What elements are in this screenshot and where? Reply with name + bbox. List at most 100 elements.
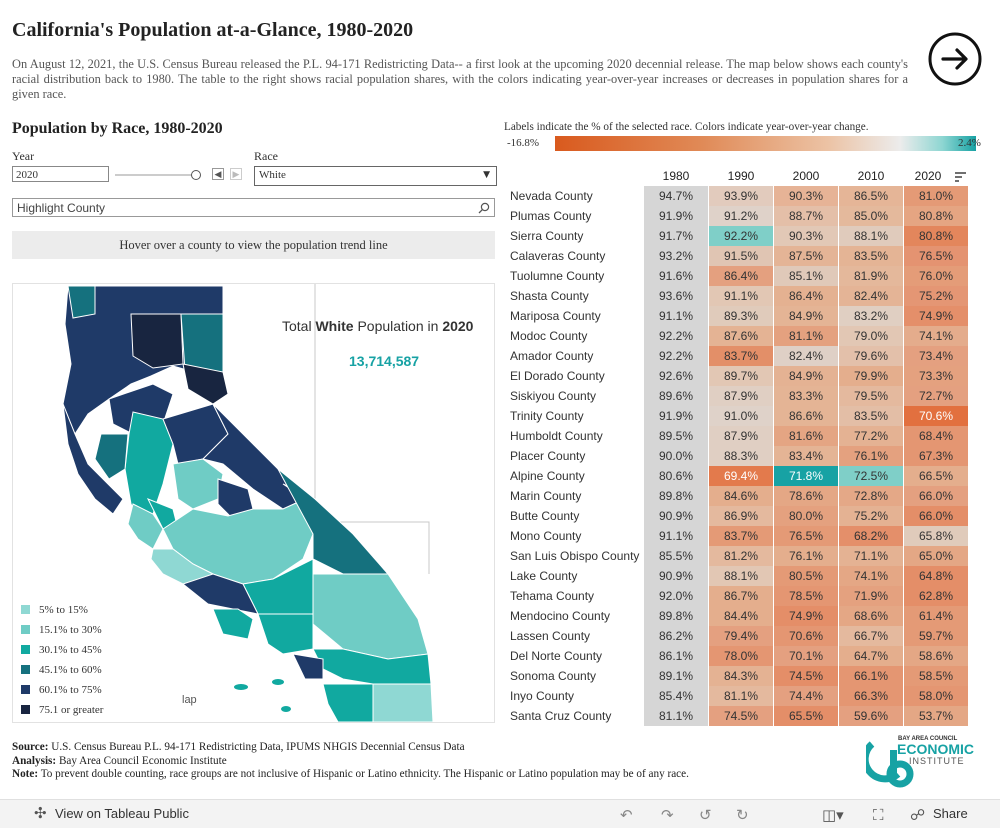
table-cell[interactable]: 80.8%	[904, 226, 968, 246]
year-prev-button[interactable]: ◀	[212, 168, 224, 180]
table-cell[interactable]: 85.0%	[839, 206, 903, 226]
county-name[interactable]: Lassen County	[510, 629, 591, 643]
undo-icon[interactable]: ↶	[620, 806, 633, 824]
county-name[interactable]: El Dorado County	[510, 369, 605, 383]
table-row[interactable]: Marin County 89.8% 84.6% 78.6% 72.8% 66.0%	[504, 486, 970, 506]
table-row[interactable]: Butte County 90.9% 86.9% 80.0% 75.2% 66.0%	[504, 506, 970, 526]
table-cell[interactable]: 86.4%	[774, 286, 838, 306]
table-cell[interactable]: 88.7%	[774, 206, 838, 226]
table-cell[interactable]: 71.9%	[839, 586, 903, 606]
california-map[interactable]: lap	[12, 283, 495, 723]
table-cell[interactable]: 76.5%	[774, 526, 838, 546]
table-row[interactable]: San Luis Obispo County 85.5% 81.2% 76.1% 71.…	[504, 546, 970, 566]
county-name[interactable]: Siskiyou County	[510, 389, 597, 403]
county-name[interactable]: Tehama County	[510, 589, 595, 603]
table-cell[interactable]: 87.9%	[709, 386, 773, 406]
table-row[interactable]: Mono County 91.1% 83.7% 76.5% 68.2% 65.8%	[504, 526, 970, 546]
county-name[interactable]: Nevada County	[510, 189, 593, 203]
county-name[interactable]: Mariposa County	[510, 309, 601, 323]
table-cell[interactable]: 89.3%	[709, 306, 773, 326]
county-region[interactable]	[257, 613, 314, 655]
table-cell[interactable]: 90.3%	[774, 186, 838, 206]
table-cell[interactable]: 86.6%	[774, 406, 838, 426]
table-cell[interactable]: 91.1%	[644, 306, 708, 326]
county-name[interactable]: Sonoma County	[510, 669, 597, 683]
table-row[interactable]: Sonoma County 89.1% 84.3% 74.5% 66.1% 58.5%	[504, 666, 970, 686]
table-row[interactable]: Inyo County 85.4% 81.1% 74.4% 66.3% 58.0%	[504, 686, 970, 706]
county-name[interactable]: Modoc County	[510, 329, 588, 343]
table-cell[interactable]: 74.9%	[904, 306, 968, 326]
table-cell[interactable]: 82.4%	[839, 286, 903, 306]
table-cell[interactable]: 62.8%	[904, 586, 968, 606]
table-cell[interactable]: 89.6%	[644, 386, 708, 406]
table-row[interactable]: Del Norte County 86.1% 78.0% 70.1% 64.7% 58.6…	[504, 646, 970, 666]
county-region[interactable]	[67, 285, 96, 319]
table-cell[interactable]: 72.7%	[904, 386, 968, 406]
table-row[interactable]: Placer County 90.0% 88.3% 83.4% 76.1% 67.3%	[504, 446, 970, 466]
year-slider-track[interactable]	[115, 174, 197, 176]
download-icon[interactable]: ◫▾	[822, 806, 844, 824]
county-name[interactable]: Santa Cruz County	[510, 709, 612, 723]
table-cell[interactable]: 81.1%	[644, 706, 708, 726]
column-header-2000[interactable]: 2000	[792, 169, 820, 183]
county-name[interactable]: Amador County	[510, 349, 594, 363]
county-name[interactable]: Del Norte County	[510, 649, 603, 663]
county-name[interactable]: Trinity County	[510, 409, 584, 423]
table-cell[interactable]: 65.5%	[774, 706, 838, 726]
table-cell[interactable]: 66.1%	[839, 666, 903, 686]
table-cell[interactable]: 74.4%	[774, 686, 838, 706]
table-cell[interactable]: 65.8%	[904, 526, 968, 546]
county-region[interactable]	[62, 403, 124, 515]
table-cell[interactable]: 91.2%	[709, 206, 773, 226]
table-cell[interactable]: 71.8%	[774, 466, 838, 486]
county-name[interactable]: Mono County	[510, 529, 582, 543]
year-next-button[interactable]: ▶	[230, 168, 242, 180]
table-cell[interactable]: 68.2%	[839, 526, 903, 546]
county-name[interactable]: Alpine County	[510, 469, 585, 483]
table-cell[interactable]: 88.1%	[709, 566, 773, 586]
county-region[interactable]	[182, 363, 229, 405]
table-cell[interactable]: 80.5%	[774, 566, 838, 586]
table-cell[interactable]: 79.4%	[709, 626, 773, 646]
county-name[interactable]: Butte County	[510, 509, 580, 523]
table-row[interactable]: Amador County 92.2% 83.7% 82.4% 79.6% 73.4%	[504, 346, 970, 366]
table-cell[interactable]: 53.7%	[904, 706, 968, 726]
table-cell[interactable]: 66.3%	[839, 686, 903, 706]
table-row[interactable]: Lassen County 86.2% 79.4% 70.6% 66.7% 59.7%	[504, 626, 970, 646]
table-cell[interactable]: 79.9%	[839, 366, 903, 386]
table-cell[interactable]: 83.2%	[839, 306, 903, 326]
county-region[interactable]	[322, 683, 374, 722]
table-cell[interactable]: 82.4%	[774, 346, 838, 366]
table-cell[interactable]: 83.5%	[839, 246, 903, 266]
table-row[interactable]: Lake County 90.9% 88.1% 80.5% 74.1% 64.8%	[504, 566, 970, 586]
table-cell[interactable]: 89.7%	[709, 366, 773, 386]
table-cell[interactable]: 91.9%	[644, 206, 708, 226]
table-cell[interactable]: 86.7%	[709, 586, 773, 606]
county-region[interactable]	[94, 433, 129, 480]
revert-icon[interactable]: ↺	[699, 806, 712, 824]
legend-item[interactable]: 30.1% to 45%	[21, 644, 102, 656]
table-cell[interactable]: 86.2%	[644, 626, 708, 646]
county-region[interactable]	[172, 458, 224, 510]
table-cell[interactable]: 77.2%	[839, 426, 903, 446]
table-cell[interactable]: 83.7%	[709, 526, 773, 546]
sort-icon[interactable]	[955, 172, 966, 182]
table-cell[interactable]: 74.1%	[904, 326, 968, 346]
table-cell[interactable]: 90.9%	[644, 566, 708, 586]
table-cell[interactable]: 74.9%	[774, 606, 838, 626]
table-cell[interactable]: 64.7%	[839, 646, 903, 666]
table-cell[interactable]: 90.0%	[644, 446, 708, 466]
table-cell[interactable]: 72.8%	[839, 486, 903, 506]
table-cell[interactable]: 81.0%	[904, 186, 968, 206]
table-cell[interactable]: 66.0%	[904, 486, 968, 506]
table-cell[interactable]: 87.9%	[709, 426, 773, 446]
table-cell[interactable]: 86.4%	[709, 266, 773, 286]
table-cell[interactable]: 79.5%	[839, 386, 903, 406]
race-dropdown[interactable]: White ▼	[254, 166, 497, 186]
county-name[interactable]: Humboldt County	[510, 429, 603, 443]
county-name[interactable]: Marin County	[510, 489, 582, 503]
legend-item[interactable]: 15.1% to 30%	[21, 624, 102, 636]
table-cell[interactable]: 85.1%	[774, 266, 838, 286]
county-name[interactable]: Mendocino County	[510, 609, 611, 623]
table-cell[interactable]: 78.6%	[774, 486, 838, 506]
